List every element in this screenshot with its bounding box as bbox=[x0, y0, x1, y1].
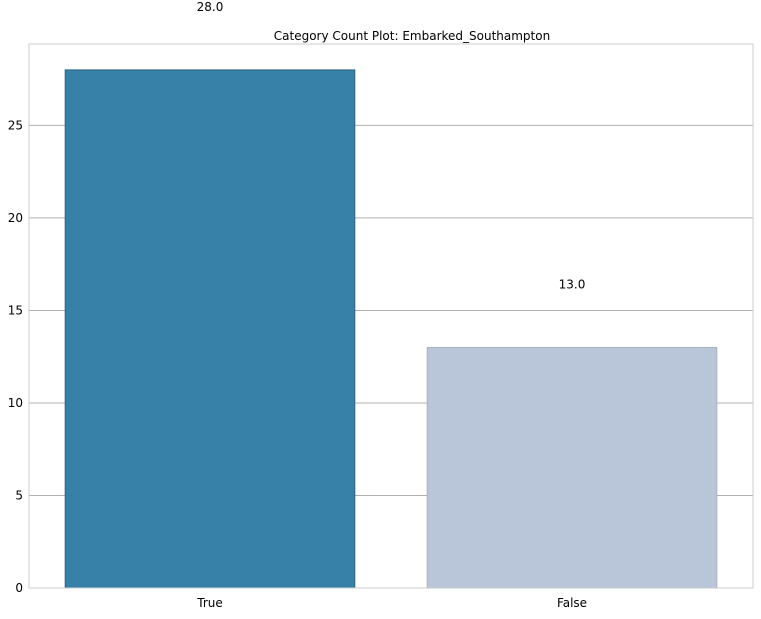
y-tick-label: 25 bbox=[8, 118, 23, 132]
bar-false bbox=[426, 346, 718, 589]
y-tick-label: 20 bbox=[8, 211, 23, 225]
y-tick-label: 10 bbox=[8, 396, 23, 410]
bar-true bbox=[64, 69, 356, 589]
data-labels: 28.0 13.0 bbox=[197, 0, 586, 291]
x-axis-ticks: True False bbox=[196, 596, 587, 610]
y-tick-label: 5 bbox=[15, 488, 23, 502]
plot-frame bbox=[28, 43, 754, 589]
y-tick-label: 15 bbox=[8, 303, 23, 317]
bars bbox=[64, 69, 718, 589]
data-label-false: 13.0 bbox=[559, 277, 586, 291]
x-tick-label-true: True bbox=[196, 596, 223, 610]
x-tick-label-false: False bbox=[557, 596, 587, 610]
chart-title: Category Count Plot: Embarked_Southampto… bbox=[274, 29, 550, 43]
data-label-true: 28.0 bbox=[197, 0, 224, 14]
y-axis-ticks: 0 5 10 15 20 25 bbox=[8, 118, 23, 595]
y-tick-label: 0 bbox=[15, 581, 23, 595]
